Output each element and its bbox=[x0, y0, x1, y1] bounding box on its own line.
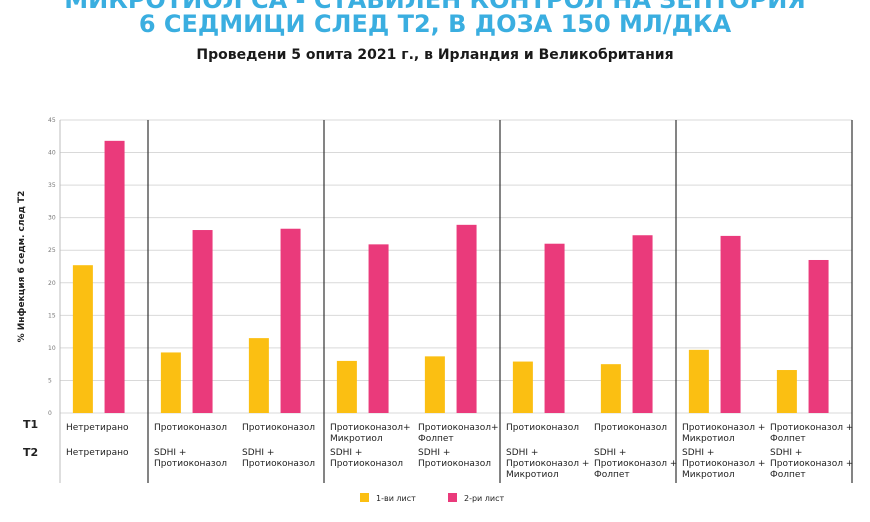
category-t2-label: Протиоконазол bbox=[418, 459, 491, 469]
chart-title-line1: МИКРОТИОЛ СА - СТАБИЛЕН КОНТРОЛ НА ЗЕПТО… bbox=[64, 0, 806, 14]
bar-leaf2 bbox=[456, 224, 477, 413]
bar-leaf2 bbox=[632, 235, 653, 413]
category-t2-label: Протиоконазол bbox=[154, 459, 227, 469]
category-t1-label: Протиоконазол + bbox=[682, 423, 765, 433]
bar-leaf1 bbox=[248, 338, 269, 413]
category-t2-label: Протиоконазол + bbox=[506, 459, 589, 469]
category-t2-label: Протиоконазол bbox=[330, 459, 403, 469]
category-t2-label: SDHI + bbox=[594, 448, 626, 458]
bar-leaf2 bbox=[808, 259, 829, 413]
category-t2-label: Протиоконазол + bbox=[594, 459, 677, 469]
y-tick-label: 20 bbox=[48, 280, 56, 287]
legend-label: 1-ви лист bbox=[376, 494, 416, 503]
category-t2-label: Микротиол bbox=[682, 470, 735, 480]
category-t1-label: Микротиол bbox=[330, 434, 383, 444]
bar-leaf2 bbox=[368, 244, 389, 413]
bar-leaf2 bbox=[104, 140, 125, 413]
legend-swatch bbox=[448, 493, 457, 502]
category-t2-label: SDHI + bbox=[242, 448, 274, 458]
bar-leaf2 bbox=[544, 243, 565, 413]
category-t2-label: SDHI + bbox=[418, 448, 450, 458]
category-t1-label: Нетретирано bbox=[66, 423, 129, 433]
y-tick-label: 10 bbox=[48, 345, 56, 352]
bar-leaf2 bbox=[192, 230, 213, 413]
category-t2-label: Протиоконазол bbox=[242, 459, 315, 469]
row-label-t1: Т1 bbox=[23, 418, 38, 431]
y-axis-label: % Инфекция 6 седм. след Т2 bbox=[17, 191, 27, 343]
category-t2-label: SDHI + bbox=[506, 448, 538, 458]
category-t1-label: Протиоконазол+ bbox=[418, 423, 499, 433]
category-t2-label: SDHI + bbox=[770, 448, 802, 458]
bar-leaf1 bbox=[72, 265, 93, 413]
chart-subtitle: Проведени 5 опита 2021 г., в Ирландия и … bbox=[196, 47, 674, 63]
y-tick-label: 40 bbox=[48, 150, 56, 157]
bar-leaf1 bbox=[424, 356, 445, 413]
category-t1-label: Протиоконазол bbox=[594, 423, 667, 433]
bar-leaf1 bbox=[512, 361, 533, 413]
y-tick-label: 5 bbox=[48, 377, 52, 384]
legend-swatch bbox=[360, 493, 369, 502]
category-t2-label: Фолпет bbox=[770, 470, 806, 480]
y-tick-label: 45 bbox=[48, 117, 56, 124]
category-t1-label: Протиоконазол + bbox=[770, 423, 853, 433]
bar-leaf1 bbox=[160, 352, 181, 413]
legend-label: 2-ри лист bbox=[464, 494, 505, 503]
bar-leaf1 bbox=[776, 370, 797, 413]
category-t2-label: Микротиол bbox=[506, 470, 559, 480]
category-t1-label: Протиоконазол bbox=[242, 423, 315, 433]
category-t2-label: Протиоконазол + bbox=[682, 459, 765, 469]
category-t1-label: Протиоконазол bbox=[506, 423, 579, 433]
y-tick-label: 30 bbox=[48, 215, 56, 222]
y-tick-label: 25 bbox=[48, 247, 56, 254]
category-t2-label: Фолпет bbox=[594, 470, 630, 480]
y-tick-label: 35 bbox=[48, 182, 56, 189]
bar-leaf2 bbox=[720, 235, 741, 413]
row-label-t2: Т2 bbox=[23, 446, 38, 459]
y-tick-label: 15 bbox=[48, 312, 56, 319]
category-t1-label: Микротиол bbox=[682, 434, 735, 444]
y-tick-label: 0 bbox=[48, 410, 52, 417]
bar-leaf1 bbox=[600, 364, 621, 413]
category-t2-label: Нетретирано bbox=[66, 448, 129, 458]
category-t1-label: Протиоконазол bbox=[154, 423, 227, 433]
category-t2-label: Протиоконазол + bbox=[770, 459, 853, 469]
bar-leaf1 bbox=[688, 349, 709, 413]
chart-title-line2: 6 СЕДМИЦИ СЛЕД Т2, В ДОЗА 150 МЛ/ДКА bbox=[138, 10, 732, 38]
category-t1-label: Фолпет bbox=[418, 434, 454, 444]
category-t2-label: SDHI + bbox=[154, 448, 186, 458]
bar-leaf1 bbox=[336, 360, 357, 413]
category-t2-label: SDHI + bbox=[682, 448, 714, 458]
category-t1-label: Фолпет bbox=[770, 434, 806, 444]
category-t1-label: Протиоконазол+ bbox=[330, 423, 411, 433]
bar-leaf2 bbox=[280, 228, 301, 413]
category-t2-label: SDHI + bbox=[330, 448, 362, 458]
